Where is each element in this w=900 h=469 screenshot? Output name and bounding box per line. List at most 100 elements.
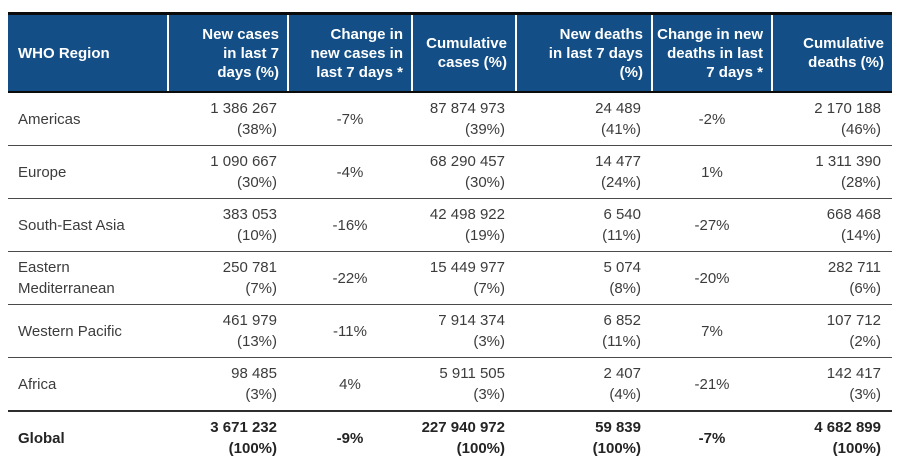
region-cell: Europe <box>8 145 168 199</box>
change-deaths-value: -20% <box>694 269 730 287</box>
new-cases-cell: 1 386 267 (38%) <box>168 92 288 146</box>
new-deaths-cell: 6 540 (11%) <box>516 198 652 252</box>
region-name: Eastern Mediterranean <box>18 259 115 297</box>
change-cases-value: -4% <box>336 163 364 181</box>
new-deaths-value: 2 407 <box>603 365 641 382</box>
cumulative-cases-value: 227 940 972 <box>421 419 505 436</box>
change-cases-value: -11% <box>333 322 367 340</box>
change-deaths-cell: -20% <box>652 251 772 305</box>
cumulative-cases-cell: 87 874 973 (39%) <box>412 92 516 146</box>
change-deaths-value: -21% <box>694 375 730 393</box>
region-name: Europe <box>18 163 67 181</box>
table-header: WHO Region New cases in last 7 days (%) … <box>8 12 892 93</box>
column-header-new-deaths-label: New deaths in last 7 days (%) <box>548 25 643 81</box>
region-cell: Eastern Mediterranean <box>8 251 168 305</box>
cumulative-deaths-pct: (2%) <box>849 333 881 350</box>
new-deaths-value: 6 852 <box>603 312 641 329</box>
new-deaths-cell: 14 477 (24%) <box>516 145 652 199</box>
change-cases-cell: -9% <box>288 410 412 464</box>
cumulative-cases-pct: (3%) <box>473 333 505 350</box>
cumulative-cases-value: 7 914 374 <box>438 312 505 329</box>
table-row-south-east-asia: South-East Asia 383 053 (10%) -16% 42 498… <box>8 198 892 252</box>
change-deaths-cell: 1% <box>652 145 772 199</box>
column-header-cumulative-deaths: Cumulative deaths (%) <box>771 12 892 93</box>
region-cell: Americas <box>8 92 168 146</box>
table-row-eastern-mediterranean: Eastern Mediterranean 250 781 (7%) -22% 1… <box>8 251 892 305</box>
table-row-global: Global 3 671 232 (100%) -9% 227 940 972 (1… <box>8 410 892 464</box>
change-cases-cell: -16% <box>288 198 412 252</box>
new-deaths-pct: (11%) <box>602 227 641 244</box>
new-cases-pct: (30%) <box>236 174 277 191</box>
new-deaths-value: 6 540 <box>603 206 641 223</box>
cumulative-cases-cell: 227 940 972 (100%) <box>412 410 516 464</box>
region-cell: Africa <box>8 357 168 411</box>
new-cases-value: 3 671 232 <box>210 419 277 436</box>
table-body: Americas 1 386 267 (38%) -7% 87 874 973 (3… <box>8 92 892 464</box>
new-cases-cell: 3 671 232 (100%) <box>168 410 288 464</box>
cumulative-cases-cell: 5 911 505 (3%) <box>412 357 516 411</box>
change-cases-value: -7% <box>336 110 364 128</box>
cumulative-cases-value: 15 449 977 <box>429 259 505 276</box>
region-name: Western Pacific <box>18 322 122 340</box>
cumulative-deaths-cell: 107 712 (2%) <box>772 304 892 358</box>
change-cases-value: -22% <box>332 269 368 287</box>
column-header-cumulative-cases: Cumulative cases (%) <box>411 12 516 93</box>
change-deaths-value: -27% <box>694 216 730 234</box>
change-deaths-value: -7% <box>698 429 726 447</box>
new-deaths-pct: (4%) <box>609 386 641 403</box>
change-cases-value: 4% <box>339 375 361 393</box>
change-deaths-cell: -27% <box>652 198 772 252</box>
column-header-region-label: WHO Region <box>18 44 110 62</box>
new-deaths-cell: 59 839 (100%) <box>516 410 652 464</box>
new-deaths-value: 24 489 <box>595 100 641 117</box>
column-header-new-deaths: New deaths in last 7 days (%) <box>515 12 652 93</box>
new-deaths-pct: (11%) <box>602 333 641 350</box>
region-cell: Western Pacific <box>8 304 168 358</box>
cumulative-cases-pct: (19%) <box>464 227 505 244</box>
cumulative-deaths-cell: 282 711 (6%) <box>772 251 892 305</box>
who-region-table: WHO Region New cases in last 7 days (%) … <box>8 12 892 464</box>
change-deaths-cell: 7% <box>652 304 772 358</box>
cumulative-cases-value: 42 498 922 <box>429 206 505 223</box>
new-cases-pct: (100%) <box>228 440 277 457</box>
new-deaths-pct: (41%) <box>600 121 641 138</box>
new-cases-pct: (7%) <box>245 280 277 297</box>
new-deaths-cell: 5 074 (8%) <box>516 251 652 305</box>
cumulative-cases-cell: 68 290 457 (30%) <box>412 145 516 199</box>
cumulative-deaths-pct: (6%) <box>849 280 881 297</box>
cumulative-cases-pct: (3%) <box>473 386 505 403</box>
change-deaths-value: 7% <box>701 322 723 340</box>
change-cases-cell: -22% <box>288 251 412 305</box>
change-cases-cell: 4% <box>288 357 412 411</box>
new-cases-value: 1 386 267 <box>210 100 277 117</box>
new-deaths-value: 59 839 <box>595 419 641 436</box>
cumulative-deaths-pct: (14%) <box>840 227 881 244</box>
new-deaths-cell: 2 407 (4%) <box>516 357 652 411</box>
new-deaths-value: 5 074 <box>603 259 641 276</box>
new-cases-value: 461 979 <box>222 312 277 329</box>
cumulative-deaths-pct: (46%) <box>840 121 881 138</box>
change-deaths-value: 1% <box>701 163 723 181</box>
cumulative-deaths-cell: 2 170 188 (46%) <box>772 92 892 146</box>
new-deaths-pct: (24%) <box>600 174 641 191</box>
cumulative-cases-pct: (30%) <box>464 174 505 191</box>
new-cases-pct: (38%) <box>236 121 277 138</box>
region-name: Africa <box>18 375 57 393</box>
new-cases-pct: (13%) <box>236 333 277 350</box>
column-header-new-cases: New cases in last 7 days (%) <box>167 12 288 93</box>
cumulative-cases-pct: (100%) <box>456 440 505 457</box>
cumulative-cases-cell: 7 914 374 (3%) <box>412 304 516 358</box>
table-row-europe: Europe 1 090 667 (30%) -4% 68 290 457 (30%… <box>8 145 892 199</box>
change-cases-cell: -7% <box>288 92 412 146</box>
cumulative-deaths-cell: 1 311 390 (28%) <box>772 145 892 199</box>
cumulative-cases-cell: 15 449 977 (7%) <box>412 251 516 305</box>
new-cases-value: 383 053 <box>222 206 277 223</box>
new-cases-pct: (3%) <box>245 386 277 403</box>
new-cases-pct: (10%) <box>236 227 277 244</box>
new-cases-cell: 461 979 (13%) <box>168 304 288 358</box>
column-header-region: WHO Region <box>8 12 168 93</box>
cumulative-deaths-value: 282 711 <box>827 259 881 276</box>
new-deaths-pct: (8%) <box>609 280 641 297</box>
cumulative-deaths-value: 142 417 <box>826 365 881 382</box>
